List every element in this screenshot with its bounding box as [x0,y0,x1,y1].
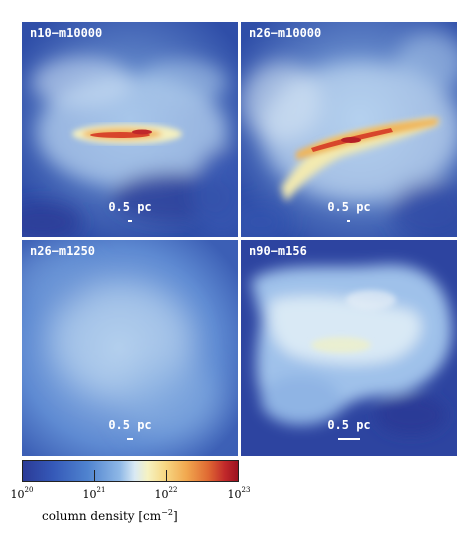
colorbar-title: column density [cm−2] [42,508,178,523]
panel-n26-m10000: n26−m10000 0.5 pc [241,22,457,237]
density-map-4 [241,240,457,456]
simulation-panel-grid: n10−m10000 0.5 pc [22,22,457,456]
panel-label: n26−m1250 [30,244,96,258]
scale-bar [127,438,133,440]
panel-n90-m156: n90−m156 0.5 pc [241,240,457,456]
scale-bar-label: 0.5 pc [108,200,152,214]
scale-bar [338,438,360,440]
colorbar-tick [166,470,167,482]
colorbar-tick-label: 1020 [10,486,34,501]
panel-n26-m1250: n26−m1250 0.5 pc [22,240,238,456]
scale-bar [128,220,132,222]
colorbar-gradient [22,460,239,482]
density-map-1 [22,22,238,237]
colorbar-tick-label: 1022 [154,486,178,501]
panel-label: n10−m10000 [30,26,103,40]
scale-bar-label: 0.5 pc [327,200,371,214]
density-map-3 [22,240,238,456]
scale-bar-label: 0.5 pc [327,418,371,432]
colorbar-tick-label: 1021 [82,486,106,501]
colorbar-tick-label: 1023 [227,486,251,501]
scale-bar [347,220,350,222]
scale-bar-label: 0.5 pc [108,418,152,432]
colorbar-tick [94,470,95,482]
colorbar [22,460,239,484]
panel-n10-m10000: n10−m10000 0.5 pc [22,22,238,237]
density-map-2 [241,22,457,237]
panel-label: n90−m156 [249,244,307,258]
panel-label: n26−m10000 [249,26,322,40]
